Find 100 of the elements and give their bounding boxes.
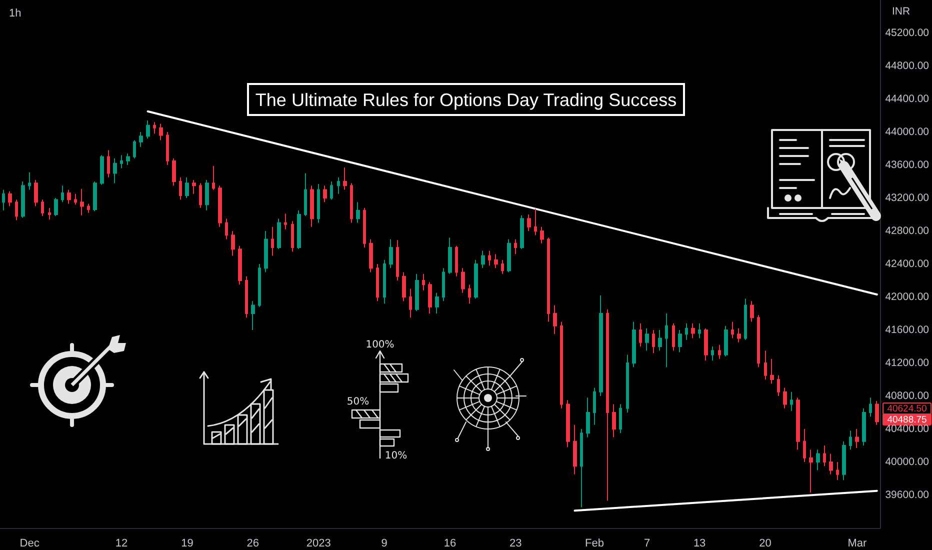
y-tick-label: 44400.00 [885,93,930,105]
candlestick [678,330,682,353]
y-tick-label: 41600.00 [885,324,930,336]
candlestick [639,322,642,347]
candlestick [658,330,662,352]
candlestick [34,179,38,207]
x-tick-label: Feb [584,538,604,550]
text: The Ultimate Rules for Options Day Trading Success [255,90,677,110]
text: 40488.75 [887,414,927,426]
candlestick [737,328,741,343]
candlestick [645,328,649,352]
x-tick-label: 2023 [306,538,331,550]
y-tick-label: 40400.00 [885,423,930,435]
x-tick-label: 20 [759,538,772,550]
x-tick-label: 23 [510,538,522,550]
candlestick [448,237,452,274]
candlestick [363,207,366,248]
y-tick-label: 44000.00 [885,126,930,138]
candlestick [855,428,859,448]
y-tick-label: 40000.00 [885,456,930,468]
candlestick [166,132,169,166]
candlestick [159,123,163,141]
candlestick [317,183,320,224]
candlestick [428,282,432,314]
candlestick [277,218,281,250]
candlestick [297,210,301,250]
candlestick [15,199,18,221]
candlestick [553,304,557,335]
x-tick-label: Mar [848,538,868,550]
text: 1h [9,8,22,20]
candlestick [731,321,734,339]
candlestick [343,166,347,190]
candlestick [212,165,215,190]
candlestick [672,322,675,352]
candlestick [790,391,793,412]
candlestick [757,314,760,368]
candlestick [185,176,189,198]
y-tick-label: 41200.00 [885,357,930,369]
candlestick [777,374,780,396]
candlestick [540,226,544,244]
candlestick [2,189,5,211]
candlestick [172,158,176,186]
candlestick [435,292,439,314]
candlestick [409,288,412,318]
annotation: 100% [366,340,394,351]
candlestick [474,259,478,300]
candlestick [113,158,117,184]
candlestick [231,230,235,256]
candlestick [809,449,813,494]
y-tick-label: 42400.00 [885,258,930,270]
x-tick-label: 19 [181,538,194,550]
candlestick [527,214,531,232]
candlestick [205,179,209,211]
candlestick [573,424,577,475]
y-tick-label: 40800.00 [885,390,930,402]
candlestick [389,238,393,269]
candlestick [133,140,136,159]
candlestick [501,259,504,274]
candlestick [685,322,688,340]
candlestick [61,185,64,203]
candlestick [803,428,806,462]
candlestick [455,245,458,277]
candlestick [28,172,31,190]
y-tick-label: 45200.00 [885,27,930,39]
candlestick [199,182,202,208]
y-axis-title: INR [892,6,910,18]
candlestick [461,268,465,294]
candlestick [415,273,419,312]
candlestick [422,273,425,291]
candlestick [586,397,590,438]
candlestick [87,203,90,214]
candlestick [691,322,695,339]
candlestick [139,132,143,148]
candlestick [652,330,655,354]
x-tick-label: 16 [444,538,456,550]
candlestick [291,220,294,252]
candlestick [849,430,852,450]
candlestick [8,190,12,207]
annotation: 50% [346,396,370,408]
candlestick [494,254,498,269]
candlestick [468,284,471,304]
candlestick [80,188,84,216]
x-tick-label: 7 [644,538,650,550]
candlestick [67,189,71,204]
candlestick [481,250,485,269]
candlestick [619,404,622,434]
candlestick [245,276,248,318]
candlestick [376,264,379,302]
candlestick [744,298,747,340]
candlestick [120,154,123,169]
candlestick [251,300,255,330]
candlestick [74,193,77,206]
candlestick [869,397,872,418]
text: 40624.50 [887,404,927,414]
y-tick-label: 43200.00 [885,192,930,204]
candlestick [507,238,511,273]
candlestick [337,176,340,194]
candlestick [534,208,537,236]
y-tick-label: 42800.00 [885,225,930,237]
candlestick [783,387,787,409]
